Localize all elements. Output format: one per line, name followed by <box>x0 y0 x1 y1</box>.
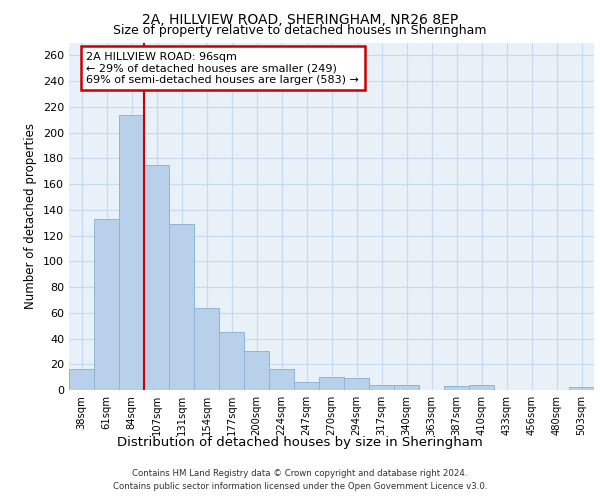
Text: Size of property relative to detached houses in Sheringham: Size of property relative to detached ho… <box>113 24 487 37</box>
Bar <box>244 352 269 390</box>
Bar <box>169 224 194 390</box>
Bar <box>294 382 319 390</box>
Bar <box>69 370 94 390</box>
Bar <box>94 219 119 390</box>
Bar <box>344 378 369 390</box>
Bar <box>144 165 169 390</box>
Bar <box>394 385 419 390</box>
Bar <box>444 386 469 390</box>
Bar <box>319 377 344 390</box>
Text: 2A, HILLVIEW ROAD, SHERINGHAM, NR26 8EP: 2A, HILLVIEW ROAD, SHERINGHAM, NR26 8EP <box>142 12 458 26</box>
Text: Distribution of detached houses by size in Sheringham: Distribution of detached houses by size … <box>117 436 483 449</box>
Text: 2A HILLVIEW ROAD: 96sqm
← 29% of detached houses are smaller (249)
69% of semi-d: 2A HILLVIEW ROAD: 96sqm ← 29% of detache… <box>86 52 359 84</box>
Bar <box>219 332 244 390</box>
Bar <box>119 114 144 390</box>
Bar <box>569 388 594 390</box>
Bar <box>369 385 394 390</box>
Bar <box>469 385 494 390</box>
Text: Contains HM Land Registry data © Crown copyright and database right 2024.
Contai: Contains HM Land Registry data © Crown c… <box>113 470 487 491</box>
Y-axis label: Number of detached properties: Number of detached properties <box>25 123 37 309</box>
Bar <box>194 308 219 390</box>
Bar <box>269 370 294 390</box>
